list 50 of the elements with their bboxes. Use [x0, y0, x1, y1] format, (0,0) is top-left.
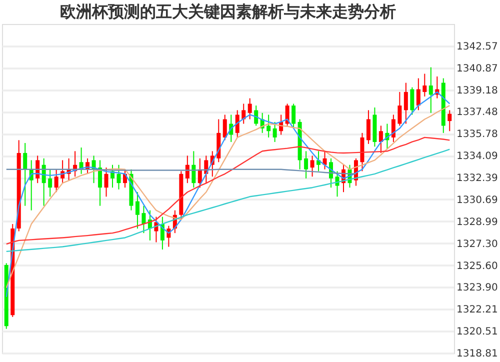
- candlestick: [410, 86, 414, 116]
- y-tick-label: 1328.99: [456, 216, 498, 228]
- candlestick: [378, 125, 383, 154]
- candlestick: [422, 73, 427, 97]
- candlestick: [285, 103, 290, 126]
- chart-title: 欧洲杯预测的五大关键因素解析与未来走势分析: [60, 2, 396, 21]
- candlestick: [366, 110, 370, 144]
- y-tick-label: 1332.39: [456, 173, 498, 184]
- y-tick-label: 1320.51: [456, 326, 498, 338]
- candlestick: [23, 142, 28, 206]
- candlestick: [272, 121, 277, 142]
- candlestick: [192, 150, 196, 188]
- y-tick-label: 1325.60: [456, 260, 498, 272]
- y-tick-label: 1323.90: [456, 282, 498, 294]
- candlestick: [54, 168, 58, 193]
- candlestick: [428, 66, 433, 114]
- candlestick: [235, 110, 240, 138]
- candlestick: [404, 82, 408, 124]
- candlestick: [310, 155, 314, 178]
- candlestick: [335, 170, 340, 198]
- candlestick: [222, 114, 227, 141]
- candlestick: [242, 103, 246, 124]
- y-tick-label: 1340.87: [456, 63, 498, 74]
- y-tick-label: 1342.57: [456, 41, 498, 52]
- candlestick: [448, 110, 452, 132]
- line-series: [6, 136, 450, 245]
- candlestick: [391, 114, 396, 142]
- candlestick: [322, 150, 327, 170]
- candlestick: [304, 150, 308, 179]
- candlestick: [292, 103, 296, 129]
- candlestick: [254, 105, 258, 126]
- y-tick-label: 1339.18: [456, 85, 498, 96]
- candlestick: [266, 114, 271, 138]
- candlestick: [48, 168, 52, 198]
- candlestick: [316, 150, 321, 172]
- line-series: [6, 148, 450, 252]
- y-tick-label: 1335.78: [456, 129, 498, 140]
- y-tick-label: 1337.48: [456, 107, 498, 118]
- y-tick-label: 1318.81: [456, 348, 498, 360]
- y-tick-label: 1327.30: [456, 238, 498, 250]
- candlestick: [116, 164, 121, 190]
- candlestick: [142, 205, 146, 234]
- y-tick-label: 1334.09: [456, 151, 498, 162]
- candlestick: [135, 192, 140, 230]
- candlestick: [398, 91, 402, 126]
- candlestick: [416, 78, 420, 111]
- y-tick-label: 1322.21: [456, 304, 498, 316]
- y-tick-label: 1330.69: [456, 194, 498, 206]
- candlestick: [104, 167, 108, 198]
- candlestick: [248, 98, 252, 120]
